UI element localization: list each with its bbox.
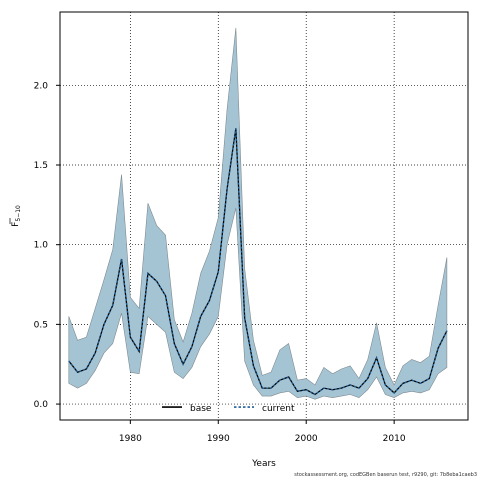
y-axis-title-base: F	[11, 222, 21, 227]
x-tick-label: 1990	[207, 434, 230, 444]
x-axis-title: Years	[251, 459, 276, 469]
y-tick-label: 1.0	[34, 241, 49, 251]
x-tick-label: 2010	[383, 434, 406, 444]
y-tick-label: 2.0	[34, 81, 49, 91]
y-axis: 0.0 0.5 1.0 1.5 2.0	[34, 81, 60, 410]
confidence-band	[68, 27, 448, 400]
y-tick-label: 0.5	[34, 320, 48, 330]
series-line-current	[68, 128, 448, 396]
y-axis-title-subscript: 5−10	[15, 205, 22, 222]
x-tick-label: 2000	[295, 434, 318, 444]
y-tick-label: 0.0	[34, 400, 49, 410]
legend-label-base: base	[190, 404, 212, 414]
footer-source-text: stockassessment.org, codEGBen baserun te…	[294, 472, 477, 478]
y-axis-title: F5−10	[9, 205, 22, 227]
y-tick-label: 1.5	[34, 161, 48, 171]
x-tick-label: 1980	[119, 434, 142, 444]
plot-frame	[59, 11, 469, 421]
legend-label-current: current	[262, 404, 295, 414]
legend: base current	[162, 404, 295, 414]
x-axis: 1980 1990 2000 2010	[119, 420, 406, 444]
svg-text:F5−10: F5−10	[11, 205, 22, 227]
